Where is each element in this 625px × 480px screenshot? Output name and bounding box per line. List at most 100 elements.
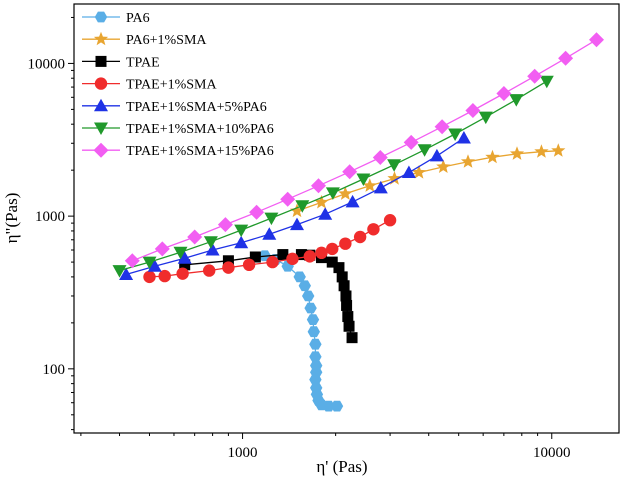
series-6	[112, 75, 554, 278]
data-point	[341, 299, 353, 311]
legend-label: TPAE+1%SMA	[126, 78, 218, 93]
data-point	[147, 259, 162, 272]
data-point	[311, 178, 326, 194]
legend: PA6 PA6+1%SMA TPAE TPAE+1%SMA TPAE+1%SMA+5%P…	[82, 11, 274, 159]
data-point	[527, 68, 543, 84]
data-point	[353, 230, 367, 244]
data-point	[338, 186, 353, 200]
data-point	[342, 311, 354, 323]
legend-label: TPAE	[126, 55, 160, 70]
series-3	[179, 249, 358, 344]
data-point	[343, 320, 355, 332]
legend-item: TPAE+1%SMA+10%PA6	[82, 122, 274, 137]
data-point	[322, 400, 335, 412]
series-2	[289, 143, 566, 218]
data-point	[202, 264, 216, 277]
series-5	[119, 131, 471, 280]
legend-marker	[94, 77, 108, 90]
data-point	[539, 75, 554, 89]
legend-marker	[94, 11, 108, 23]
data-point	[436, 159, 451, 173]
data-point	[177, 251, 192, 264]
data-point	[304, 302, 317, 314]
legend-item: TPAE+1%SMA+15%PA6	[82, 142, 274, 159]
data-point	[262, 227, 277, 240]
data-point	[434, 119, 450, 135]
data-point	[401, 165, 416, 178]
data-point	[222, 255, 234, 267]
x-axis-label: η' (Pas)	[316, 457, 367, 476]
data-point	[154, 241, 170, 257]
data-point	[303, 250, 317, 263]
data-point	[309, 338, 322, 350]
data-point	[315, 246, 328, 260]
data-point	[478, 111, 493, 125]
data-point	[205, 243, 220, 256]
data-point	[119, 267, 134, 280]
data-point	[298, 280, 311, 292]
data-point	[234, 224, 249, 238]
data-point	[383, 214, 397, 227]
data-point	[187, 229, 203, 245]
data-point	[242, 258, 256, 272]
data-point	[309, 374, 322, 385]
data-point	[448, 128, 463, 141]
data-point	[289, 203, 305, 218]
data-point	[266, 255, 279, 269]
data-point	[403, 134, 419, 150]
y-axis-label: η"(Pas)	[2, 193, 21, 244]
data-point	[534, 144, 549, 158]
data-point	[465, 103, 481, 118]
data-point	[496, 86, 512, 101]
data-point	[589, 32, 604, 48]
legend-item: PA6+1%SMA	[82, 31, 207, 48]
legend-label: TPAE+1%SMA+5%PA6	[126, 100, 267, 115]
series-4	[143, 214, 397, 284]
data-point	[280, 191, 296, 207]
data-point	[142, 256, 157, 270]
data-point	[307, 326, 320, 338]
data-point	[336, 271, 348, 283]
data-point	[222, 261, 235, 274]
legend-marker	[93, 31, 109, 46]
data-point	[158, 269, 171, 283]
data-point	[302, 290, 315, 302]
data-point	[387, 171, 402, 185]
y-tick-label: 10000	[28, 56, 66, 72]
data-point	[367, 223, 380, 236]
axes-layer: 1000 10000 100 1000 10000	[28, 16, 571, 461]
plot-frame	[73, 3, 620, 434]
data-point	[340, 290, 352, 302]
legend-item: TPAE+1%SMA	[82, 77, 218, 93]
data-point	[333, 262, 345, 274]
data-point	[372, 150, 388, 165]
data-point	[362, 178, 377, 192]
data-point	[417, 144, 432, 157]
series-1	[258, 250, 344, 412]
x-tick-label: 10000	[533, 445, 571, 461]
legend-item: PA6	[82, 11, 150, 26]
data-point	[249, 251, 261, 263]
series-7	[124, 32, 604, 269]
legend-item: TPAE	[82, 55, 160, 70]
data-point	[485, 149, 500, 164]
data-point	[143, 270, 156, 284]
legend-item: TPAE+1%SMA+5%PA6	[82, 98, 267, 115]
legend-label: TPAE+1%SMA+15%PA6	[126, 144, 274, 159]
data-point	[309, 351, 322, 363]
data-point	[293, 271, 306, 283]
data-point	[345, 194, 360, 208]
data-point	[203, 236, 218, 249]
data-point	[387, 159, 402, 172]
data-point	[264, 212, 279, 226]
data-point	[330, 400, 344, 412]
legend-marker	[93, 142, 109, 158]
y-tick-label: 100	[43, 362, 66, 378]
data-point	[326, 256, 338, 268]
data-point	[179, 259, 191, 271]
legend-label: TPAE+1%SMA+10%PA6	[126, 122, 274, 137]
legend-marker	[95, 55, 107, 67]
data-point	[234, 235, 249, 249]
x-tick-label: 1000	[228, 445, 258, 461]
